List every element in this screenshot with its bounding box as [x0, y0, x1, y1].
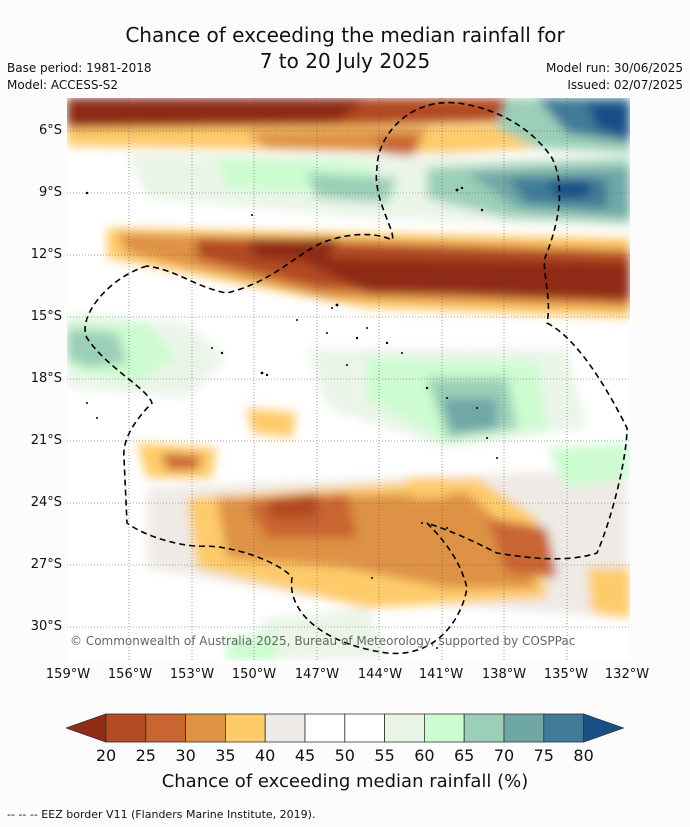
colorbar-tick-label: 55 [374, 746, 395, 765]
colorbar-tick-label: 50 [334, 746, 355, 765]
lon-label-156w: 156°W [107, 667, 153, 682]
colorbar-arrow-high [583, 713, 624, 743]
eez-border [84, 101, 628, 655]
lon-label-150w: 150°W [231, 667, 277, 682]
model-name: Model: ACCESS-S2 [7, 78, 119, 92]
colorbar-cell [463, 713, 505, 743]
lat-label-21s: 21°S [30, 433, 62, 448]
colorbar-tick-label: 60 [414, 746, 435, 765]
lat-label-18s: 18°S [30, 371, 62, 386]
lon-label-159w: 159°W [45, 667, 91, 682]
lon-label-144w: 144°W [357, 667, 403, 682]
model-run-date: Model run: 30/06/2025 [545, 61, 683, 75]
issued-date: Issued: 02/07/2025 [567, 78, 683, 92]
lon-label-153w: 153°W [169, 667, 215, 682]
colorbar-tick-label: 70 [493, 746, 515, 765]
lon-label-132w: 132°W [604, 667, 650, 682]
lat-label-30s: 30°S [30, 619, 62, 634]
colorbar-cell [423, 713, 465, 743]
lon-label-138w: 138°W [481, 667, 527, 682]
title-line-2: 7 to 20 July 2025 [259, 49, 431, 73]
colorbar-cell [105, 713, 147, 743]
colorbar-tick-label: 80 [573, 746, 594, 765]
lon-label-147w: 147°W [294, 667, 340, 682]
colorbar-tick-label: 25 [135, 746, 156, 765]
rainfall-map[interactable]: © Commonwealth of Australia 2025, Bureau… [67, 98, 630, 661]
lat-label-15s: 15°S [30, 309, 62, 324]
colorbar-tick-label: 65 [454, 746, 475, 765]
lon-label-135w: 135°W [543, 667, 589, 682]
lat-label-24s: 24°S [30, 495, 62, 510]
colorbar-cell [503, 713, 545, 743]
base-period: Base period: 1981-2018 [7, 61, 152, 75]
colorbar-tick-label: 45 [294, 746, 316, 765]
graticule [67, 98, 630, 661]
colorbar-tick-label: 40 [255, 746, 276, 765]
lat-label-6s: 6°S [38, 123, 62, 138]
run-info: Model run: 30/06/2025 Issued: 02/07/2025 [546, 60, 683, 94]
map-title: Chance of exceeding the median rainfall … [0, 22, 690, 74]
colorbar-cell [304, 713, 346, 743]
colorbar-cell [264, 713, 306, 743]
colorbar-tick-label: 30 [175, 746, 196, 765]
colorbar-tick-label: 75 [533, 746, 554, 765]
lat-label-9s: 9°S [38, 185, 62, 200]
model-info: Base period: 1981-2018 Model: ACCESS-S2 [7, 60, 152, 94]
colorbar-title: Chance of exceeding median rainfall (%) [161, 771, 529, 792]
map-canvas [67, 98, 630, 661]
title-line-1: Chance of exceeding the median rainfall … [125, 23, 565, 47]
colorbar-cell [384, 713, 425, 743]
colorbar-tick-label: 20 [95, 746, 117, 765]
colorbar-cell [543, 713, 584, 743]
lat-label-12s: 12°S [30, 247, 62, 262]
colorbar [66, 713, 624, 743]
colorbar-cell [344, 713, 385, 743]
lon-label-141w: 141°W [418, 667, 464, 682]
copyright-notice: © Commonwealth of Australia 2025, Bureau… [70, 634, 576, 648]
colorbar-arrow-low [66, 713, 107, 743]
lat-label-27s: 27°S [30, 557, 62, 572]
colorbar-cell [185, 713, 226, 743]
colorbar-cell [145, 713, 187, 743]
colorbar-cell [224, 713, 266, 743]
colorbar-tick-label: 35 [215, 746, 236, 765]
eez-legend: -- -- -- EEZ border V11 (Flanders Marine… [7, 808, 316, 821]
islands [85, 186, 498, 649]
